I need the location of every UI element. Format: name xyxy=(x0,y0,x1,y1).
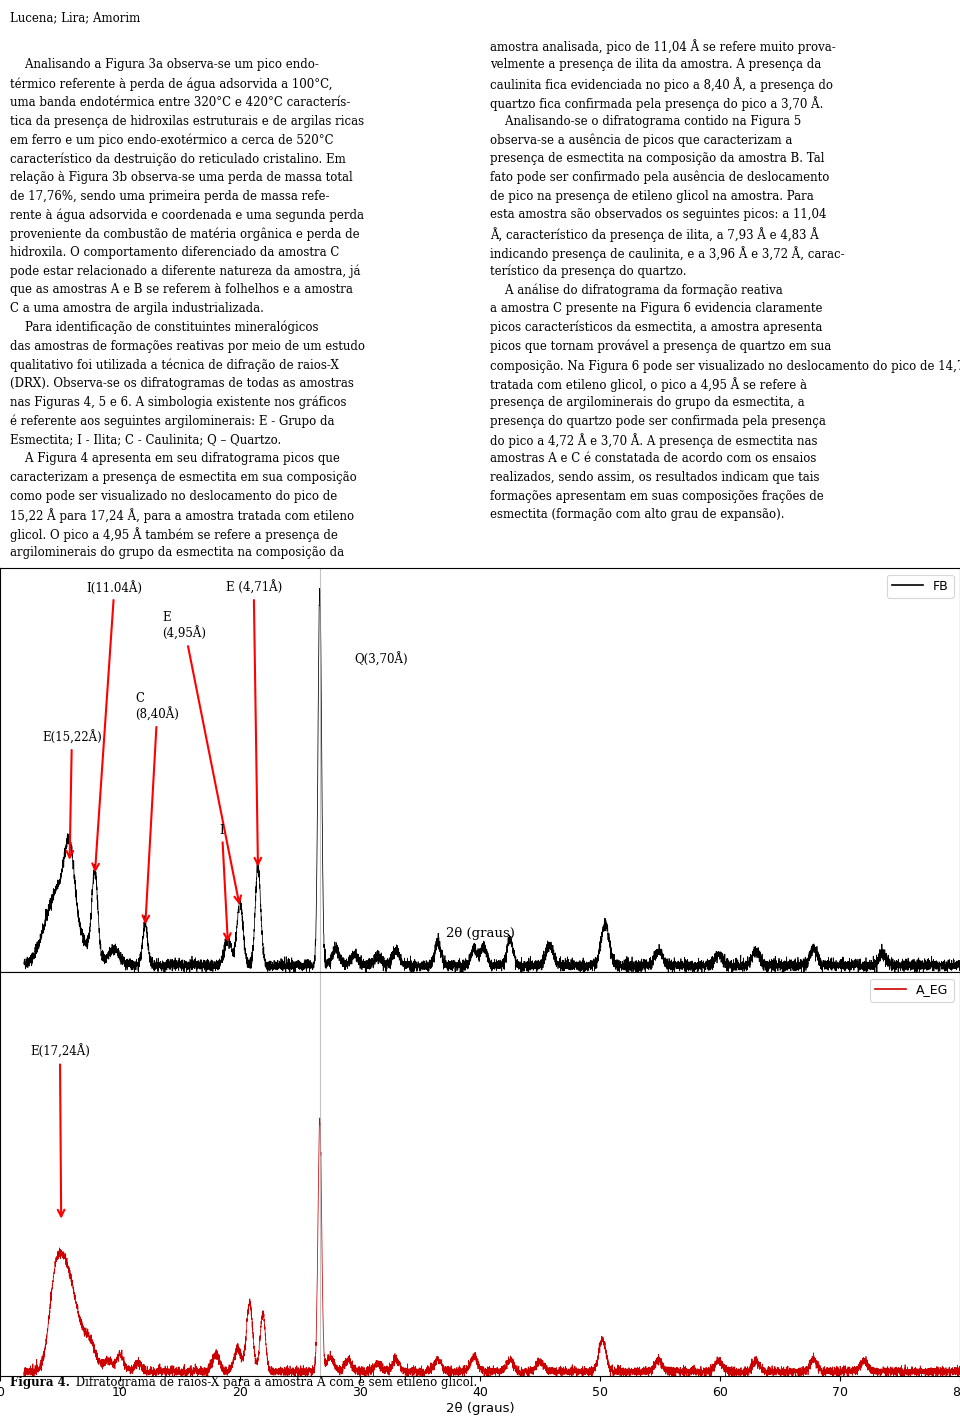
Text: indicando presença de caulinita, e a 3,96 Å e 3,72 Å, carac-: indicando presença de caulinita, e a 3,9… xyxy=(490,246,844,260)
Text: Figura 4.: Figura 4. xyxy=(10,1376,69,1390)
Text: Analisando a Figura 3a observa-se um pico endo-: Analisando a Figura 3a observa-se um pic… xyxy=(10,58,319,71)
Text: proveniente da combustão de matéria orgânica e perda de: proveniente da combustão de matéria orgâ… xyxy=(10,227,359,240)
Text: A Figura 4 apresenta em seu difratograma picos que: A Figura 4 apresenta em seu difratograma… xyxy=(10,452,340,465)
Text: esmectita (formação com alto grau de expansão).: esmectita (formação com alto grau de exp… xyxy=(490,509,784,522)
Text: em ferro e um pico endo-exotérmico a cerca de 520°C: em ferro e um pico endo-exotérmico a cer… xyxy=(10,134,333,146)
Text: esta amostra são observados os seguintes picos: a 11,04: esta amostra são observados os seguintes… xyxy=(490,209,827,222)
Text: tratada com etileno glicol, o pico a 4,95 Å se refere à: tratada com etileno glicol, o pico a 4,9… xyxy=(490,377,806,392)
Text: argilominerais do grupo da esmectita na composição da: argilominerais do grupo da esmectita na … xyxy=(10,546,344,558)
Text: a amostra C presente na Figura 6 evidencia claramente: a amostra C presente na Figura 6 evidenc… xyxy=(490,303,822,315)
Text: hidroxila. O comportamento diferenciado da amostra C: hidroxila. O comportamento diferenciado … xyxy=(10,246,339,259)
Text: caulinita fica evidenciada no pico a 8,40 Å, a presença do: caulinita fica evidenciada no pico a 8,4… xyxy=(490,77,832,92)
Text: das amostras de formações reativas por meio de um estudo: das amostras de formações reativas por m… xyxy=(10,340,365,352)
Text: qualitativo foi utilizada a técnica de difração de raios-X: qualitativo foi utilizada a técnica de d… xyxy=(10,358,339,372)
Text: E
(4,95Å): E (4,95Å) xyxy=(162,611,241,902)
Text: glicol. O pico a 4,95 Å também se refere a presença de: glicol. O pico a 4,95 Å também se refere… xyxy=(10,527,338,541)
Text: é referente aos seguintes argilominerais: E - Grupo da: é referente aos seguintes argilominerais… xyxy=(10,415,334,428)
Text: amostra analisada, pico de 11,04 Å se refere muito prova-: amostra analisada, pico de 11,04 Å se re… xyxy=(490,40,835,54)
Text: (DRX). Observa-se os difratogramas de todas as amostras: (DRX). Observa-se os difratogramas de to… xyxy=(10,377,353,391)
Text: Å, característico da presença de ilita, a 7,93 Å e 4,83 Å: Å, característico da presença de ilita, … xyxy=(490,227,818,242)
Text: fato pode ser confirmado pela ausência de deslocamento: fato pode ser confirmado pela ausência d… xyxy=(490,171,829,185)
Legend: FB: FB xyxy=(887,574,953,598)
Text: E(15,22Å): E(15,22Å) xyxy=(42,730,102,857)
Text: A análise do difratograma da formação reativa: A análise do difratograma da formação re… xyxy=(490,283,782,297)
Text: velmente a presença de ilita da amostra. A presença da: velmente a presença de ilita da amostra.… xyxy=(490,58,821,71)
Text: terístico da presença do quartzo.: terístico da presença do quartzo. xyxy=(490,264,686,279)
Text: 2θ (graus): 2θ (graus) xyxy=(445,926,515,939)
Text: E(17,24Å): E(17,24Å) xyxy=(30,1044,90,1216)
Text: do pico a 4,72 Å e 3,70 Å. A presença de esmectita nas: do pico a 4,72 Å e 3,70 Å. A presença de… xyxy=(490,433,817,448)
Text: uma banda endotérmica entre 320°C e 420°C caracterís-: uma banda endotérmica entre 320°C e 420°… xyxy=(10,95,350,109)
Text: característico da destruição do reticulado cristalino. Em: característico da destruição do reticula… xyxy=(10,152,346,166)
Text: pode estar relacionado a diferente natureza da amostra, já: pode estar relacionado a diferente natur… xyxy=(10,264,360,279)
Text: de pico na presença de etileno glicol na amostra. Para: de pico na presença de etileno glicol na… xyxy=(490,189,813,203)
Text: 15,22 Å para 17,24 Å, para a amostra tratada com etileno: 15,22 Å para 17,24 Å, para a amostra tra… xyxy=(10,509,353,523)
Text: presença de esmectita na composição da amostra B. Tal: presença de esmectita na composição da a… xyxy=(490,152,824,165)
Text: C
(8,40Å): C (8,40Å) xyxy=(135,692,180,922)
Text: que as amostras A e B se referem à folhelhos e a amostra: que as amostras A e B se referem à folhe… xyxy=(10,283,352,297)
Text: realizados, sendo assim, os resultados indicam que tais: realizados, sendo assim, os resultados i… xyxy=(490,470,819,485)
Text: picos que tornam provável a presença de quartzo em sua: picos que tornam provável a presença de … xyxy=(490,340,830,354)
Text: Q(3,70Å): Q(3,70Å) xyxy=(354,652,408,666)
Text: como pode ser visualizado no deslocamento do pico de: como pode ser visualizado no deslocament… xyxy=(10,490,337,503)
Text: observa-se a ausência de picos que caracterizam a: observa-se a ausência de picos que carac… xyxy=(490,134,792,146)
Text: Lucena; Lira; Amorim: Lucena; Lira; Amorim xyxy=(10,11,140,24)
Text: relação à Figura 3b observa-se uma perda de massa total: relação à Figura 3b observa-se uma perda… xyxy=(10,171,352,183)
Text: de 17,76%, sendo uma primeira perda de massa refe-: de 17,76%, sendo uma primeira perda de m… xyxy=(10,189,329,203)
Text: presença de argilominerais do grupo da esmectita, a: presença de argilominerais do grupo da e… xyxy=(490,396,804,409)
Text: quartzo fica confirmada pela presença do pico a 3,70 Å.: quartzo fica confirmada pela presença do… xyxy=(490,95,823,111)
Text: nas Figuras 4, 5 e 6. A simbologia existente nos gráficos: nas Figuras 4, 5 e 6. A simbologia exist… xyxy=(10,396,347,409)
Text: Difratograma de raios-X para a amostra A com e sem etileno glicol.: Difratograma de raios-X para a amostra A… xyxy=(72,1376,477,1390)
Text: rente à água adsorvida e coordenada e uma segunda perda: rente à água adsorvida e coordenada e um… xyxy=(10,209,364,222)
Text: picos característicos da esmectita, a amostra apresenta: picos característicos da esmectita, a am… xyxy=(490,321,822,334)
Text: Analisando-se o difratograma contido na Figura 5: Analisando-se o difratograma contido na … xyxy=(490,115,801,128)
X-axis label: 2θ (graus): 2θ (graus) xyxy=(445,1401,515,1415)
Text: Esmectita; I - Ilita; C - Caulinita; Q – Quartzo.: Esmectita; I - Ilita; C - Caulinita; Q –… xyxy=(10,433,281,446)
Text: C a uma amostra de argila industrializada.: C a uma amostra de argila industrializad… xyxy=(10,303,263,315)
Text: térmico referente à perda de água adsorvida a 100°C,: térmico referente à perda de água adsorv… xyxy=(10,77,332,91)
Legend: A_EG: A_EG xyxy=(870,979,953,1002)
Text: composição. Na Figura 6 pode ser visualizado no deslocamento do pico de 14,73 Å : composição. Na Figura 6 pode ser visuali… xyxy=(490,358,960,374)
Text: amostras A e C é constatada de acordo com os ensaios: amostras A e C é constatada de acordo co… xyxy=(490,452,816,465)
Text: presença do quartzo pode ser confirmada pela presença: presença do quartzo pode ser confirmada … xyxy=(490,415,826,428)
Text: I: I xyxy=(220,824,230,941)
Text: Para identificação de constituintes mineralógicos: Para identificação de constituintes mine… xyxy=(10,321,318,334)
Text: I(11.04Å): I(11.04Å) xyxy=(86,581,142,870)
X-axis label: 2θ (graus): 2θ (graus) xyxy=(445,998,515,1010)
Text: tica da presença de hidroxilas estruturais e de argilas ricas: tica da presença de hidroxilas estrutura… xyxy=(10,115,364,128)
Text: formações apresentam em suas composições frações de: formações apresentam em suas composições… xyxy=(490,490,824,503)
Text: caracterizam a presença de esmectita em sua composição: caracterizam a presença de esmectita em … xyxy=(10,470,356,485)
Text: E (4,71Å): E (4,71Å) xyxy=(226,580,282,864)
